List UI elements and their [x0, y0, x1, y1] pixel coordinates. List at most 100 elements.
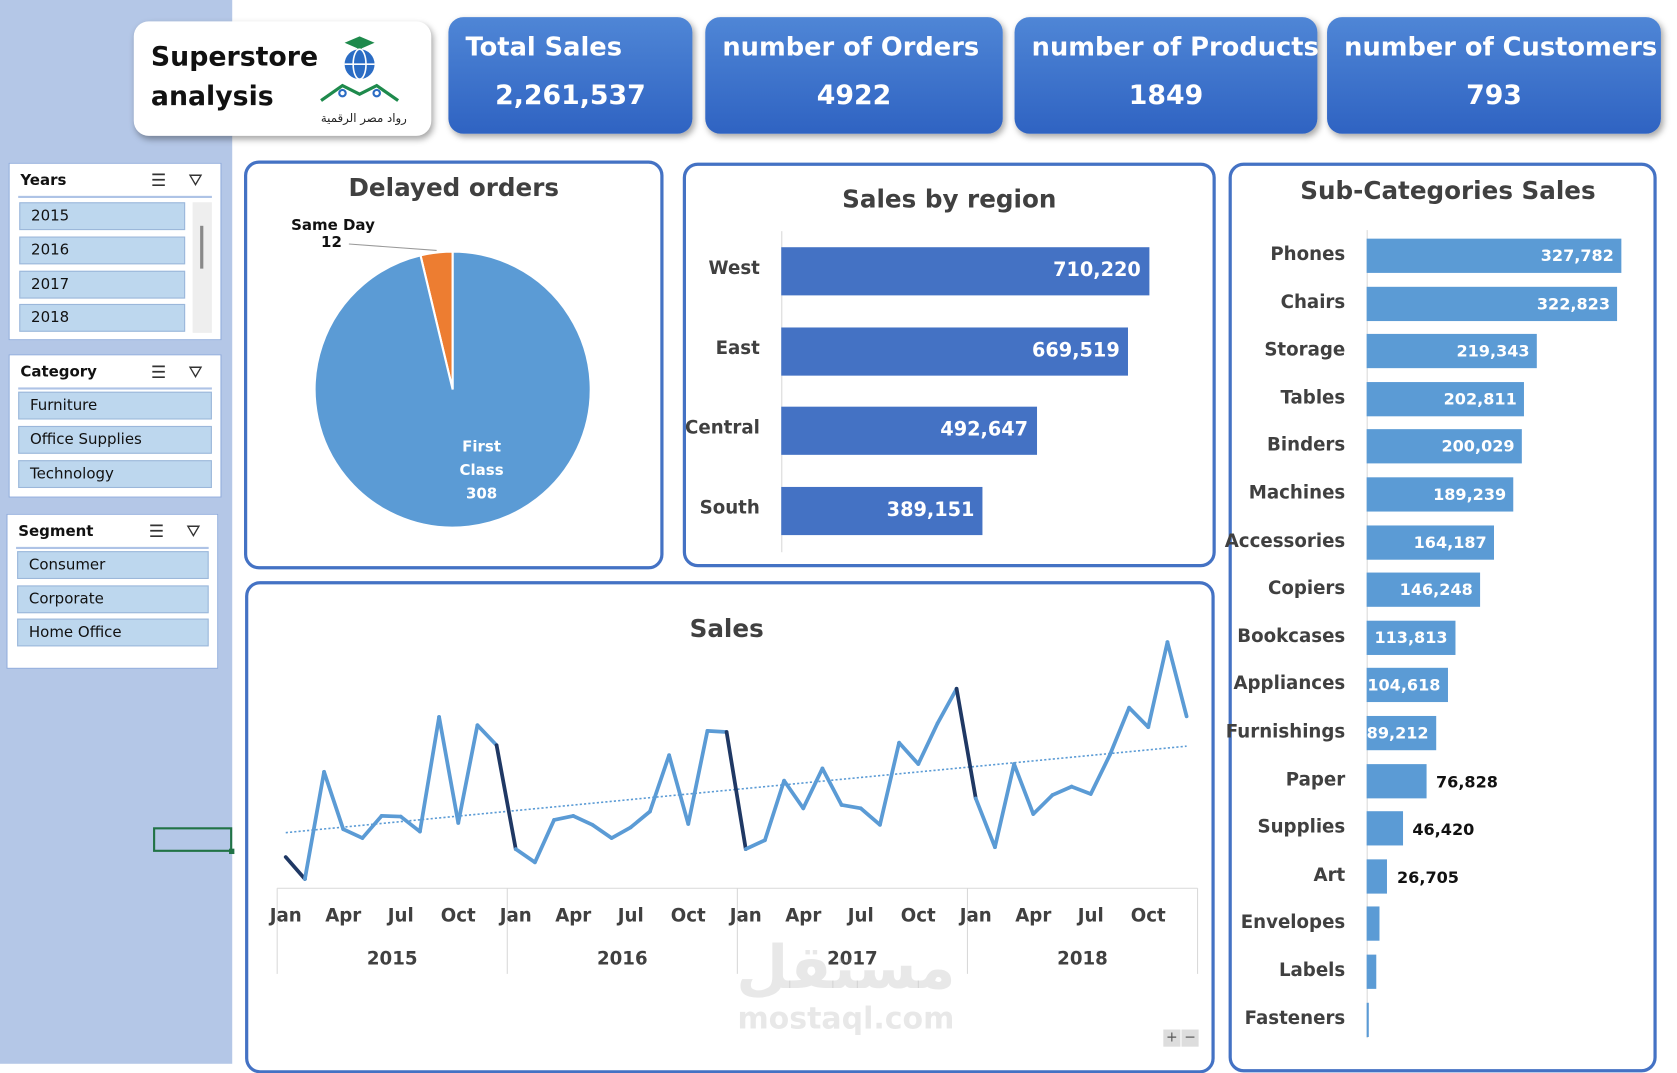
- expand-icon[interactable]: +: [1163, 1029, 1181, 1047]
- pie-label-first-class: First Class 308: [459, 438, 504, 503]
- subcategory-label: Phones: [1270, 244, 1346, 266]
- clear-filter-icon[interactable]: ⛛: [186, 521, 201, 542]
- selected-cell[interactable]: [153, 827, 235, 855]
- slicer-item-home-office[interactable]: Home Office: [17, 618, 209, 647]
- collapse-icon[interactable]: −: [1181, 1029, 1199, 1047]
- subcategory-bar: [1366, 954, 1376, 989]
- month-tick-label: Jan: [959, 905, 992, 927]
- slicer-item-consumer[interactable]: Consumer: [17, 551, 209, 579]
- subcategory-label: Art: [1313, 864, 1346, 886]
- bar-value-label: 389,151: [886, 498, 975, 522]
- leader-line: [348, 243, 437, 251]
- bar-value-label: 146,248: [1399, 580, 1473, 600]
- year-tick-label: 2016: [596, 948, 648, 970]
- bar-value-label: 113,813: [1374, 627, 1448, 648]
- sales-line-segment: [456, 723, 480, 825]
- subcategory-label: Machines: [1248, 482, 1346, 505]
- kpi-orders: number of Orders 4922: [705, 17, 1003, 134]
- bar-value-label: 492,647: [940, 418, 1029, 442]
- slicer-item-2015[interactable]: 2015: [19, 202, 186, 231]
- sales-line-segment: [379, 814, 403, 819]
- chart-title: Sales: [689, 615, 764, 644]
- month-tick-label: Jul: [387, 905, 414, 927]
- month-tick-label: Jul: [847, 905, 874, 927]
- bar-value-label: 189,239: [1433, 484, 1507, 505]
- month-tick-label: Apr: [325, 905, 362, 927]
- delayed-orders-pie: [313, 243, 592, 529]
- slicer-item-2018[interactable]: 2018: [19, 303, 186, 332]
- sales-line-segment: [954, 686, 978, 801]
- sales-line-segment: [782, 778, 806, 811]
- pie-label-same-day: Same Day 12: [291, 217, 375, 252]
- sales-line-segment: [609, 825, 633, 840]
- bar-value-label: 164,187: [1413, 532, 1487, 552]
- slicer-item-corporate[interactable]: Corporate: [17, 585, 209, 614]
- chart-title: Delayed orders: [348, 174, 560, 203]
- pie-slice-first-class[interactable]: [313, 250, 592, 529]
- sales-line-segment: [283, 855, 307, 881]
- slicer-item-2017[interactable]: 2017: [19, 270, 186, 299]
- month-tick-label: Jul: [617, 905, 644, 927]
- region-bar: [781, 327, 1129, 376]
- subcategory-bar: [1366, 525, 1495, 560]
- subcategory-bar: [1366, 668, 1448, 703]
- month-tick-label: Jan: [729, 905, 762, 927]
- subcategory-bar: [1366, 763, 1427, 798]
- slicer-item-2016[interactable]: 2016: [19, 236, 186, 265]
- kpi-customers: number of Customers 793: [1327, 17, 1661, 134]
- sales-line-segment: [935, 686, 959, 726]
- clear-filter-icon[interactable]: ⛛: [188, 361, 203, 383]
- bar-value-label: 26,705: [1397, 867, 1459, 887]
- segment-slicer: Segment ☰ ⛛ Consumer Corporate Home Offi…: [6, 513, 219, 669]
- zoom-buttons[interactable]: + −: [1163, 1029, 1199, 1047]
- clear-filter-icon[interactable]: ⛛: [188, 170, 203, 191]
- sales-line-segment: [1050, 784, 1074, 797]
- slicer-title: Segment: [18, 523, 94, 541]
- slicer-scrollbar[interactable]: [192, 202, 212, 333]
- sales-line-segment: [341, 827, 365, 840]
- subcategory-label: Chairs: [1280, 291, 1346, 314]
- subcategory-bar: [1366, 286, 1618, 321]
- sales-line-segment: [705, 729, 729, 734]
- sales-line-segment: [1165, 640, 1189, 719]
- sales-line-segment: [667, 753, 691, 826]
- multi-select-icon[interactable]: ☰: [150, 170, 167, 191]
- chart-title: Sub-Categories Sales: [1300, 177, 1596, 206]
- region-label: East: [715, 337, 760, 360]
- multi-select-icon[interactable]: ☰: [150, 361, 167, 383]
- region-label: South: [699, 497, 760, 520]
- bar-value-label: 89,212: [1366, 723, 1429, 743]
- sales-line-segment: [475, 723, 499, 748]
- sales-line-segment: [897, 740, 921, 766]
- slicer-item-technology[interactable]: Technology: [18, 460, 212, 489]
- bar-value-label: 219,343: [1456, 341, 1530, 361]
- subcategory-label: Copiers: [1267, 578, 1346, 600]
- multi-select-icon[interactable]: ☰: [148, 521, 165, 542]
- bar-value-label: 710,220: [1053, 258, 1141, 282]
- subcategory-label: Supplies: [1257, 816, 1346, 839]
- year-tick-label: 2018: [1057, 948, 1108, 970]
- slicer-item-furniture[interactable]: Furniture: [18, 391, 212, 420]
- subcategory-bar: [1366, 811, 1403, 846]
- bar-value-label: 104,618: [1367, 675, 1441, 695]
- region-bar: [781, 487, 983, 536]
- sales-line-segment: [1108, 705, 1131, 757]
- subcategory-bar: [1366, 381, 1525, 417]
- title-card: Superstore analysis رواد مصر الرقمية: [133, 21, 432, 136]
- sales-line-segment: [801, 766, 825, 811]
- globe-graduation-icon: [320, 36, 400, 102]
- bar-value-label: 322,823: [1536, 293, 1610, 314]
- slicer-item-office-supplies[interactable]: Office Supplies: [18, 425, 212, 454]
- sales-line-segment: [743, 838, 767, 851]
- sales-line-segment: [686, 729, 710, 826]
- subcategory-label: Tables: [1280, 387, 1346, 409]
- subcategory-label: Fasteners: [1244, 1007, 1346, 1030]
- month-tick-label: Jan: [269, 905, 302, 927]
- sales-line-segment: [590, 822, 614, 840]
- subcategory-bar: [1366, 906, 1380, 942]
- month-tick-label: Apr: [785, 905, 822, 927]
- subcategory-label: Binders: [1267, 434, 1346, 457]
- sales-line-segment: [398, 814, 422, 834]
- years-slicer: Years ☰ ⛛ 2015 2016 2017 2018: [8, 162, 222, 341]
